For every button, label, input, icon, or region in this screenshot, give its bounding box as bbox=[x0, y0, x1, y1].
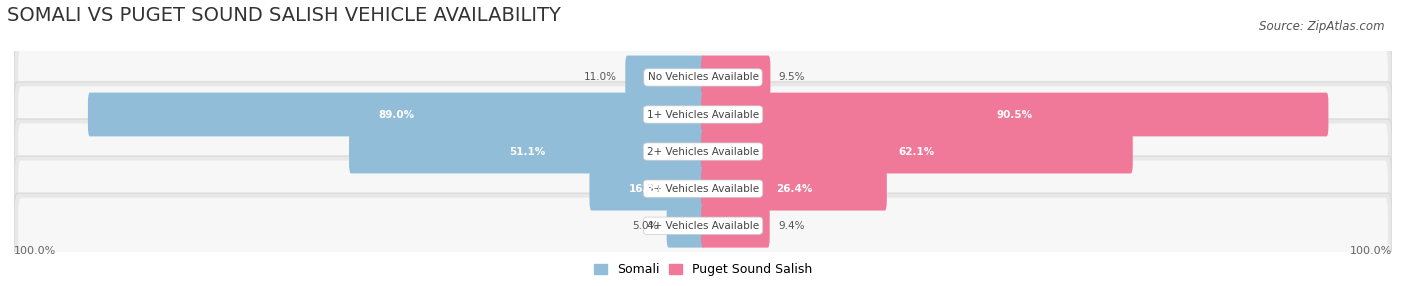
Text: 100.0%: 100.0% bbox=[14, 246, 56, 256]
FancyBboxPatch shape bbox=[89, 93, 704, 136]
FancyBboxPatch shape bbox=[18, 49, 1388, 106]
FancyBboxPatch shape bbox=[702, 167, 887, 210]
FancyBboxPatch shape bbox=[18, 86, 1388, 143]
Text: 9.4%: 9.4% bbox=[778, 221, 804, 231]
FancyBboxPatch shape bbox=[589, 167, 704, 210]
Text: SOMALI VS PUGET SOUND SALISH VEHICLE AVAILABILITY: SOMALI VS PUGET SOUND SALISH VEHICLE AVA… bbox=[7, 7, 561, 25]
Text: 9.5%: 9.5% bbox=[779, 72, 806, 82]
FancyBboxPatch shape bbox=[702, 93, 1329, 136]
Text: 1+ Vehicles Available: 1+ Vehicles Available bbox=[647, 110, 759, 120]
FancyBboxPatch shape bbox=[18, 123, 1388, 180]
Text: 2+ Vehicles Available: 2+ Vehicles Available bbox=[647, 147, 759, 156]
FancyBboxPatch shape bbox=[702, 204, 769, 248]
Text: 16.2%: 16.2% bbox=[628, 184, 665, 194]
Text: 11.0%: 11.0% bbox=[583, 72, 617, 82]
FancyBboxPatch shape bbox=[626, 55, 704, 99]
Legend: Somali, Puget Sound Salish: Somali, Puget Sound Salish bbox=[589, 259, 817, 281]
Text: No Vehicles Available: No Vehicles Available bbox=[648, 72, 758, 82]
Text: 4+ Vehicles Available: 4+ Vehicles Available bbox=[647, 221, 759, 231]
FancyBboxPatch shape bbox=[349, 130, 704, 173]
FancyBboxPatch shape bbox=[18, 198, 1388, 254]
Text: 89.0%: 89.0% bbox=[378, 110, 415, 120]
FancyBboxPatch shape bbox=[14, 119, 1392, 184]
FancyBboxPatch shape bbox=[702, 130, 1133, 173]
Text: 90.5%: 90.5% bbox=[997, 110, 1033, 120]
Text: 26.4%: 26.4% bbox=[776, 184, 813, 194]
Text: 3+ Vehicles Available: 3+ Vehicles Available bbox=[647, 184, 759, 194]
Text: Source: ZipAtlas.com: Source: ZipAtlas.com bbox=[1260, 20, 1385, 33]
FancyBboxPatch shape bbox=[702, 55, 770, 99]
Text: 5.0%: 5.0% bbox=[631, 221, 658, 231]
Text: 51.1%: 51.1% bbox=[509, 147, 546, 156]
Text: 100.0%: 100.0% bbox=[1350, 246, 1392, 256]
FancyBboxPatch shape bbox=[14, 45, 1392, 110]
FancyBboxPatch shape bbox=[666, 204, 704, 248]
Text: 62.1%: 62.1% bbox=[898, 147, 935, 156]
FancyBboxPatch shape bbox=[14, 193, 1392, 258]
FancyBboxPatch shape bbox=[14, 82, 1392, 147]
FancyBboxPatch shape bbox=[14, 156, 1392, 221]
FancyBboxPatch shape bbox=[18, 160, 1388, 217]
